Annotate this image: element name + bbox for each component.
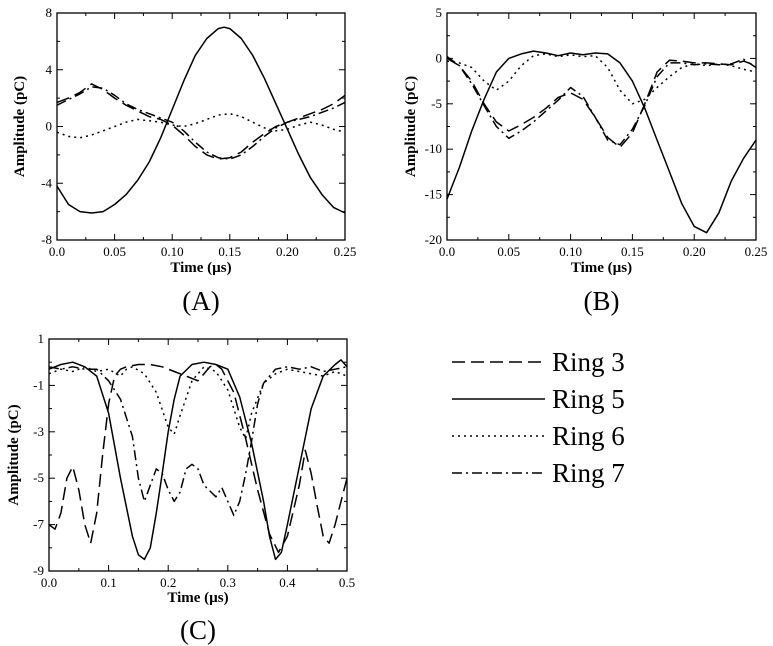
x-tick-label: 0.05 xyxy=(103,244,126,259)
x-tick-label: 0.2 xyxy=(160,575,176,590)
panel-tag: (B) xyxy=(584,286,620,316)
y-tick-label: -10 xyxy=(425,141,442,156)
legend-label: Ring 6 xyxy=(552,421,625,451)
legend-label: Ring 7 xyxy=(552,458,625,488)
y-tick-label: -7 xyxy=(33,517,44,532)
x-tick-label: 0.10 xyxy=(161,244,184,259)
y-tick-label: -20 xyxy=(425,232,442,247)
panel-tag: (A) xyxy=(182,286,219,316)
series-line-ring-6 xyxy=(48,366,348,440)
series-line-ring-6 xyxy=(56,112,346,139)
chart-panel-b: 0.0 0.05 0.10 0.15 0.20 0.25 -20 -15 -10 -5 0 5 Time… xyxy=(403,5,767,316)
y-tick-label: -5 xyxy=(33,470,44,485)
y-axis-label: Amplitude (pC) xyxy=(12,76,28,177)
y-tick-label: 1 xyxy=(38,331,45,346)
x-axis-label: Time (µs) xyxy=(167,590,228,606)
y-tick-label: 5 xyxy=(436,5,443,20)
x-tick-label: 0.15 xyxy=(621,244,644,259)
panel-tag: (C) xyxy=(180,615,216,645)
legend-label: Ring 5 xyxy=(552,384,625,414)
y-tick-label: -15 xyxy=(425,187,442,202)
y-axis-label: Amplitude (pC) xyxy=(6,404,22,505)
x-tick-label: 0.1 xyxy=(100,575,116,590)
y-tick-label: 0 xyxy=(46,119,53,134)
series-line-ring-7 xyxy=(56,86,346,160)
x-tick-label: 0.20 xyxy=(683,244,706,259)
x-axis-label: Time (µs) xyxy=(571,260,632,276)
x-axis-label: Time (µs) xyxy=(170,260,231,276)
x-tick-label: 0.20 xyxy=(276,244,299,259)
series-line-ring-3 xyxy=(446,57,757,149)
y-tick-label: 0 xyxy=(436,50,443,65)
y-tick-label: -8 xyxy=(41,232,52,247)
y-tick-label: -5 xyxy=(431,96,442,111)
x-tick-label: 0.4 xyxy=(279,575,296,590)
x-tick-label: 0.0 xyxy=(49,244,65,259)
x-tick-label: 0.25 xyxy=(334,244,357,259)
series-line-ring-5 xyxy=(56,26,346,214)
x-tick-label: 0.15 xyxy=(218,244,241,259)
series-line-ring-7 xyxy=(446,55,757,146)
y-tick-label: -9 xyxy=(33,563,44,578)
chart-panel-a: 0.0 0.05 0.10 0.15 0.20 0.25 -8 -4 0 4 8 Time (µs) A… xyxy=(12,5,356,316)
y-tick-label: 4 xyxy=(46,62,53,77)
y-tick-label: 8 xyxy=(46,5,53,20)
legend-label: Ring 3 xyxy=(552,347,625,377)
series-line-ring-6 xyxy=(446,53,757,105)
y-tick-label: -4 xyxy=(41,175,52,190)
chart-panel-c: 0.0 0.1 0.2 0.3 0.4 0.5 -9 -7 -5 -3 -1 1 Time (µs) Am… xyxy=(6,331,355,645)
x-tick-label: 0.0 xyxy=(439,244,455,259)
series-line-ring-7 xyxy=(48,366,348,517)
series-line-ring-5 xyxy=(48,359,348,561)
x-tick-label: 0.05 xyxy=(497,244,520,259)
x-tick-label: 0.5 xyxy=(339,575,355,590)
series-line-ring-3 xyxy=(56,83,346,160)
series-line-ring-3 xyxy=(48,363,348,554)
x-tick-label: 0.3 xyxy=(220,575,236,590)
y-tick-label: -1 xyxy=(33,377,44,392)
series-line-ring-5 xyxy=(446,50,757,234)
y-tick-label: -3 xyxy=(33,424,44,439)
y-axis-label: Amplitude (pC) xyxy=(403,76,419,177)
x-tick-label: 0.10 xyxy=(559,244,582,259)
x-tick-label: 0.25 xyxy=(745,244,768,259)
x-tick-label: 0.0 xyxy=(41,575,57,590)
legend: Ring 3 Ring 5 Ring 6 Ring 7 xyxy=(452,347,625,488)
